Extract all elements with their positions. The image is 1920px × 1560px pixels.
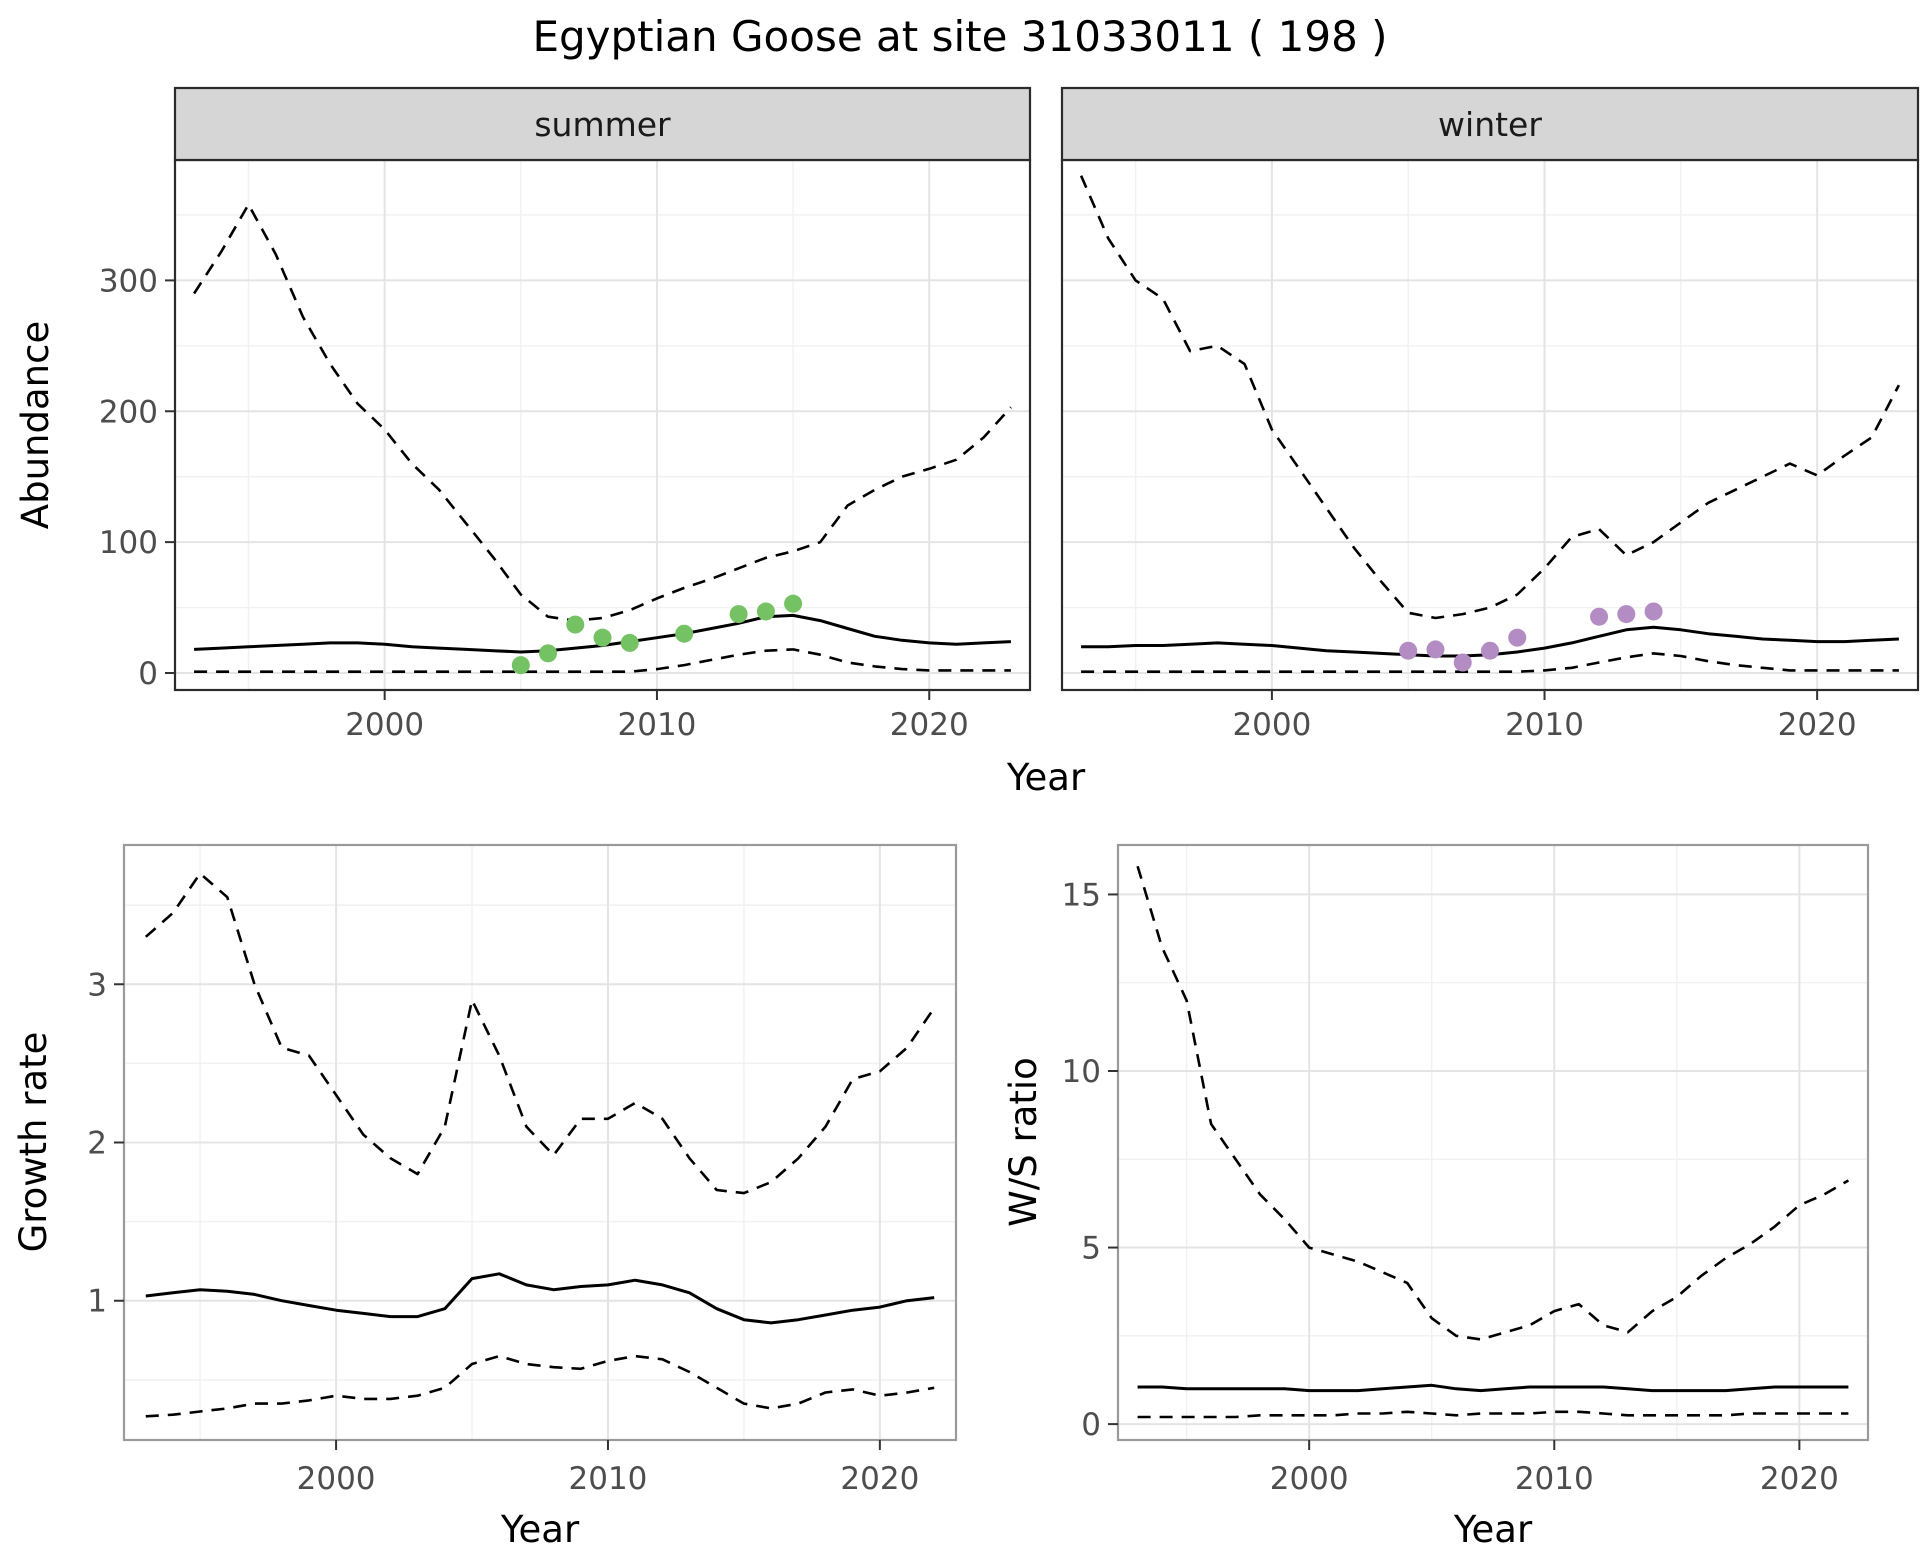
y-tick-label: 1: [87, 1284, 107, 1320]
ws-ratio-modelled-median-line: [1137, 1383, 1849, 1393]
ws-ratio-upper-95ci-line: [1136, 865, 1850, 1341]
y-tick-label: 0: [138, 656, 158, 692]
growth-rate-lower-95ci-line: [145, 1354, 935, 1418]
y-tick-label: 10: [1062, 1054, 1101, 1090]
abundance-winter-observation-point: [1399, 641, 1418, 660]
growth-rate-modelled-median-line: [145, 1272, 935, 1325]
abundance-summer-observation-point: [784, 594, 803, 613]
x-tick-label: 2020: [840, 1461, 919, 1497]
abundance-summer-observation-point: [620, 633, 639, 652]
abundance-summer-observation-point: [566, 615, 585, 634]
x-axis-title: Year: [1006, 756, 1086, 799]
series-group: [193, 203, 1012, 675]
panel-ws-ratio: 2000 2010 2020 0 5 10 15 Year W/S ratio: [1002, 843, 1870, 1551]
panel-background: [1118, 845, 1868, 1440]
abundance-summer-observation-point: [539, 644, 558, 663]
facet-strip-summer: [173, 86, 1032, 162]
abundance-winter-observation-point: [1426, 640, 1445, 659]
x-tick-label: 2020: [890, 707, 969, 743]
abundance-summer-observation-point: [593, 628, 612, 647]
y-axis-title: Abundance: [14, 321, 57, 529]
x-tick-label: 2000: [1232, 707, 1311, 743]
y-axis-title: W/S ratio: [1002, 1057, 1045, 1227]
figure-title: Egyptian Goose at site 31033011 ( 198 ): [532, 12, 1388, 61]
abundance-summer-lower-95ci-line: [194, 648, 1011, 674]
abundance-winter-observation-point: [1481, 641, 1499, 660]
series-group: [144, 872, 936, 1418]
abundance-summer-observation-point: [511, 656, 530, 675]
y-tick-label: 0: [1081, 1407, 1101, 1443]
y-tick-label: 15: [1062, 877, 1101, 913]
y-tick-label: 200: [99, 394, 158, 430]
y-axis-title: Growth rate: [12, 1032, 55, 1253]
abundance-winter-observation-point: [1453, 653, 1472, 672]
facet-strip-winter: [1060, 86, 1920, 162]
x-tick-label: 2000: [345, 707, 424, 743]
y-tick-label: 3: [87, 967, 107, 1003]
x-tick-label: 2010: [618, 707, 697, 743]
ws-ratio-lower-95ci-line: [1137, 1410, 1849, 1419]
x-tick-label: 2010: [569, 1461, 648, 1497]
y-tick-label: 100: [99, 525, 158, 561]
abundance-winter-observation-point: [1508, 628, 1527, 647]
series-group: [1079, 175, 1901, 674]
growth-rate-upper-95ci-line: [144, 872, 936, 1195]
x-tick-label: 2010: [1505, 707, 1584, 743]
abundance-winter-observation-point: [1590, 607, 1609, 626]
facet-label: summer: [534, 105, 671, 144]
abundance-summer-observation-point: [675, 624, 694, 643]
x-axis-title: Year: [1453, 1508, 1533, 1551]
abundance-winter-lower-95ci-line: [1081, 652, 1899, 674]
panel-abundance-winter: winter 2000 2010 2020: [1060, 86, 1920, 743]
x-tick-label: 2020: [1760, 1461, 1839, 1497]
abundance-winter-observation-point: [1617, 605, 1636, 624]
series-group: [1136, 865, 1850, 1419]
x-tick-label: 2000: [297, 1461, 376, 1497]
x-tick-label: 2010: [1515, 1461, 1594, 1497]
y-tick-label: 300: [99, 263, 158, 299]
abundance-winter-observation-point: [1644, 602, 1663, 621]
panel-growth-rate: 2000 2010 2020 1 2 3 Year Growth rate: [12, 843, 958, 1551]
panel-background: [175, 160, 1030, 690]
panel-border: [1116, 843, 1870, 1442]
facet-label: winter: [1438, 105, 1542, 144]
x-axis-title: Year: [500, 1508, 580, 1551]
panel-background: [1062, 160, 1918, 690]
x-tick-label: 2020: [1778, 707, 1857, 743]
panel-abundance-summer: summer 2000 2010 2020 0 100 200 300 Year Abundanc…: [14, 86, 1086, 799]
x-tick-label: 2000: [1270, 1461, 1349, 1497]
y-tick-label: 5: [1081, 1231, 1101, 1267]
y-tick-label: 2: [87, 1126, 107, 1162]
abundance-summer-observation-point: [756, 602, 775, 621]
abundance-summer-observation-point: [729, 605, 748, 624]
